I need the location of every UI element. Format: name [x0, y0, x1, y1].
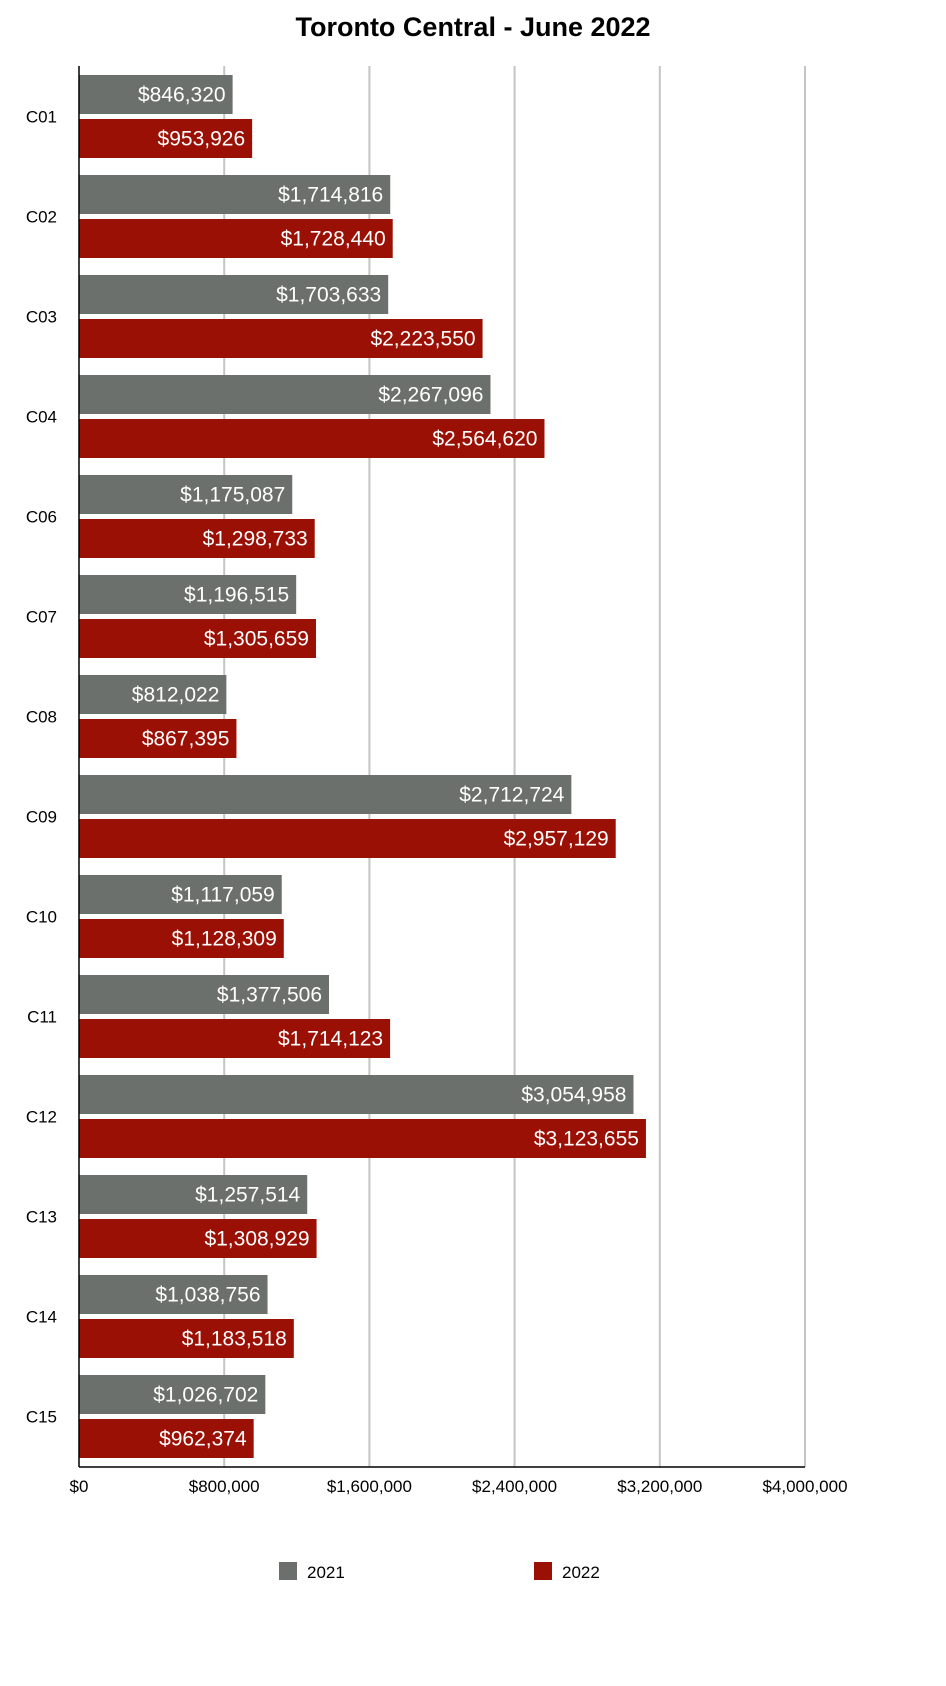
- bar-2022: [79, 1319, 294, 1358]
- bar-2021: [79, 975, 330, 1014]
- bar-2021: [79, 1175, 308, 1214]
- bar-value-label: $1,257,514: [195, 1184, 300, 1207]
- y-category-label: C10: [26, 908, 57, 927]
- legend-label-2021: 2021: [307, 1563, 345, 1582]
- y-category-label: C09: [26, 808, 57, 827]
- bar-2022: [79, 119, 253, 158]
- bar-2021: [79, 175, 391, 214]
- bars: $846,320 $953,926 $1,714,816 $1,728,440 $1,7…: [79, 75, 646, 1458]
- y-category-label: C15: [26, 1408, 57, 1427]
- x-tick-label: $3,200,000: [617, 1477, 702, 1496]
- bar-2021: [79, 1075, 634, 1114]
- bar-2021: [79, 575, 297, 614]
- bar-value-label: $2,267,096: [378, 384, 483, 407]
- x-tick-label: $2,400,000: [472, 1477, 557, 1496]
- bar-value-label: $1,026,702: [153, 1384, 258, 1407]
- bar-2021: [79, 275, 389, 314]
- y-category-label: C11: [27, 1008, 57, 1027]
- y-category-label: C06: [26, 508, 57, 527]
- bar-value-label: $3,123,655: [534, 1128, 639, 1151]
- y-category-label: C08: [26, 708, 57, 727]
- bar-value-label: $1,377,506: [217, 984, 322, 1007]
- bar-value-label: $1,714,123: [278, 1028, 383, 1051]
- bar-value-label: $867,395: [142, 728, 230, 751]
- y-category-label: C04: [26, 408, 57, 427]
- bar-value-label: $2,564,620: [432, 428, 537, 451]
- bar-2021: [79, 375, 491, 414]
- bar-value-label: $1,728,440: [281, 228, 386, 251]
- bar-2021: [79, 875, 282, 914]
- bar-2021: [79, 1275, 268, 1314]
- y-category-label: C03: [26, 308, 57, 327]
- x-tick-label: $800,000: [189, 1477, 260, 1496]
- bar-value-label: $3,054,958: [521, 1084, 626, 1107]
- bar-value-label: $846,320: [138, 84, 226, 107]
- y-category-label: C02: [26, 208, 57, 227]
- legend: 2021 2022: [279, 1562, 600, 1582]
- bar-2022: [79, 1119, 646, 1158]
- bar-2022: [79, 619, 316, 658]
- bar-2022: [79, 1419, 254, 1458]
- bar-value-label: $2,223,550: [370, 328, 475, 351]
- bar-2022: [79, 319, 483, 358]
- legend-swatch-2022: [534, 1562, 552, 1580]
- axes: $0 $800,000 $1,600,000 $2,400,000 $3,200,000…: [26, 66, 848, 1496]
- y-category-label: C01: [26, 108, 57, 127]
- legend-swatch-2021: [279, 1562, 297, 1580]
- bar-value-label: $1,703,633: [276, 284, 381, 307]
- y-category-label: C13: [26, 1208, 57, 1227]
- bar-value-label: $1,175,087: [180, 484, 285, 507]
- bar-2021: [79, 475, 293, 514]
- bar-value-label: $1,183,518: [182, 1328, 287, 1351]
- x-tick-label: $0: [70, 1477, 89, 1496]
- bar-value-label: $1,117,059: [171, 884, 275, 907]
- bar-value-label: $1,298,733: [203, 528, 308, 551]
- bar-2021: [79, 75, 233, 114]
- bar-value-label: $1,038,756: [155, 1284, 260, 1307]
- bar-value-label: $962,374: [159, 1428, 247, 1451]
- x-tick-label: $1,600,000: [327, 1477, 412, 1496]
- bar-2022: [79, 519, 315, 558]
- bar-value-label: $1,128,309: [172, 928, 277, 951]
- bar-2022: [79, 219, 393, 258]
- bar-value-label: $1,308,929: [204, 1228, 309, 1251]
- bar-value-label: $1,196,515: [184, 584, 289, 607]
- legend-label-2022: 2022: [562, 1563, 600, 1582]
- x-tick-label: $4,000,000: [762, 1477, 847, 1496]
- chart-title: Toronto Central - June 2022: [295, 12, 651, 42]
- bar-2021: [79, 775, 572, 814]
- bar-2022: [79, 419, 545, 458]
- bar-value-label: $2,957,129: [504, 828, 609, 851]
- y-category-label: C14: [26, 1308, 57, 1327]
- bar-value-label: $812,022: [132, 684, 220, 707]
- bar-2021: [79, 675, 227, 714]
- bar-value-label: $1,305,659: [204, 628, 309, 651]
- bar-2021: [79, 1375, 266, 1414]
- bar-2022: [79, 1019, 391, 1058]
- bar-2022: [79, 719, 237, 758]
- bar-value-label: $953,926: [158, 128, 246, 151]
- bar-2022: [79, 819, 616, 858]
- bar-2022: [79, 1219, 317, 1258]
- bar-value-label: $1,714,816: [278, 184, 383, 207]
- y-category-label: C07: [26, 608, 57, 627]
- bar-value-label: $2,712,724: [459, 784, 564, 807]
- y-category-label: C12: [26, 1108, 57, 1127]
- bar-2022: [79, 919, 284, 958]
